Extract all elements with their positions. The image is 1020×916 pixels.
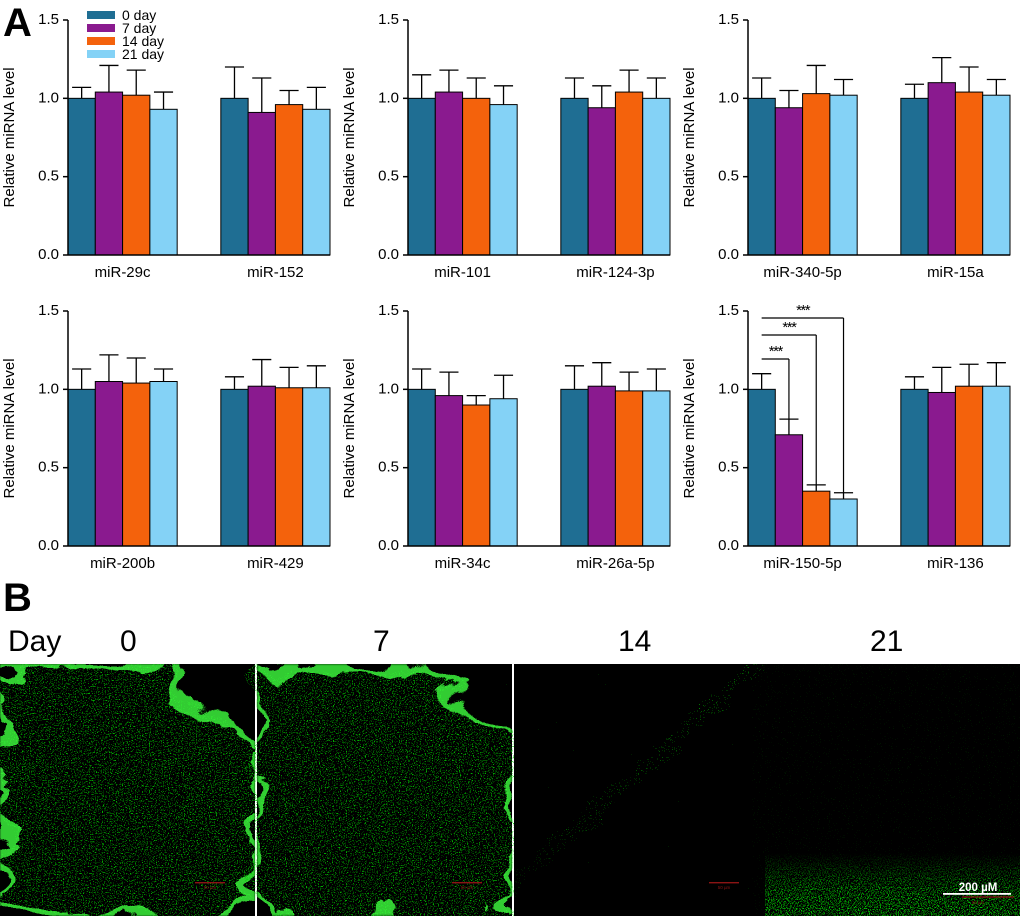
svg-text:miR-150-5p: miR-150-5p (763, 555, 841, 572)
svg-text:1.5: 1.5 (718, 302, 739, 319)
svg-text:0.0: 0.0 (378, 537, 399, 554)
svg-text:miR-136: miR-136 (927, 555, 984, 572)
svg-text:miR-26a-5p: miR-26a-5p (576, 555, 654, 572)
svg-text:miR-34c: miR-34c (435, 555, 491, 572)
svg-text:miR-124-3p: miR-124-3p (576, 264, 654, 281)
svg-text:Relative miRNA level: Relative miRNA level (681, 67, 698, 207)
svg-text:0.5: 0.5 (378, 168, 399, 185)
svg-text:0.0: 0.0 (718, 246, 739, 263)
svg-text:1.5: 1.5 (38, 11, 59, 28)
svg-text:Relative miRNA level: Relative miRNA level (341, 358, 358, 498)
svg-text:0.5: 0.5 (718, 168, 739, 185)
svg-text:miR-200b: miR-200b (90, 555, 155, 572)
svg-text:1.0: 1.0 (378, 89, 399, 106)
svg-text:1.0: 1.0 (38, 89, 59, 106)
svg-text:***: *** (769, 343, 784, 360)
svg-text:Relative miRNA level: Relative miRNA level (1, 67, 18, 207)
svg-text:50 µm: 50 µm (972, 900, 984, 905)
svg-text:0.0: 0.0 (38, 246, 59, 263)
svg-text:0.5: 0.5 (38, 459, 59, 476)
svg-text:1.5: 1.5 (718, 11, 739, 28)
svg-text:miR-101: miR-101 (434, 264, 491, 281)
svg-text:0.0: 0.0 (378, 246, 399, 263)
svg-text:1.0: 1.0 (38, 380, 59, 397)
svg-text:***: *** (782, 319, 797, 336)
svg-text:1.0: 1.0 (378, 380, 399, 397)
svg-text:miR-29c: miR-29c (95, 264, 151, 281)
svg-text:0.5: 0.5 (38, 168, 59, 185)
svg-text:miR-152: miR-152 (247, 264, 304, 281)
svg-text:200 µM: 200 µM (959, 882, 998, 894)
svg-text:50 µm: 50 µm (461, 885, 474, 890)
svg-text:miR-15a: miR-15a (927, 264, 984, 281)
svg-text:50 µm: 50 µm (204, 885, 217, 890)
svg-text:0.5: 0.5 (718, 459, 739, 476)
svg-text:0.0: 0.0 (718, 537, 739, 554)
svg-text:Relative miRNA level: Relative miRNA level (1, 358, 18, 498)
svg-text:1.5: 1.5 (378, 11, 399, 28)
svg-text:0.0: 0.0 (38, 537, 59, 554)
svg-text:1.0: 1.0 (718, 89, 739, 106)
svg-text:50 µm: 50 µm (718, 885, 731, 890)
svg-text:miR-429: miR-429 (247, 555, 304, 572)
svg-text:1.5: 1.5 (38, 302, 59, 319)
svg-text:Relative miRNA level: Relative miRNA level (341, 67, 358, 207)
svg-text:0.5: 0.5 (378, 459, 399, 476)
svg-text:1.5: 1.5 (378, 302, 399, 319)
svg-text:miR-340-5p: miR-340-5p (763, 264, 841, 281)
svg-text:1.0: 1.0 (718, 380, 739, 397)
svg-text:***: *** (796, 302, 811, 319)
svg-text:Relative miRNA level: Relative miRNA level (681, 358, 698, 498)
